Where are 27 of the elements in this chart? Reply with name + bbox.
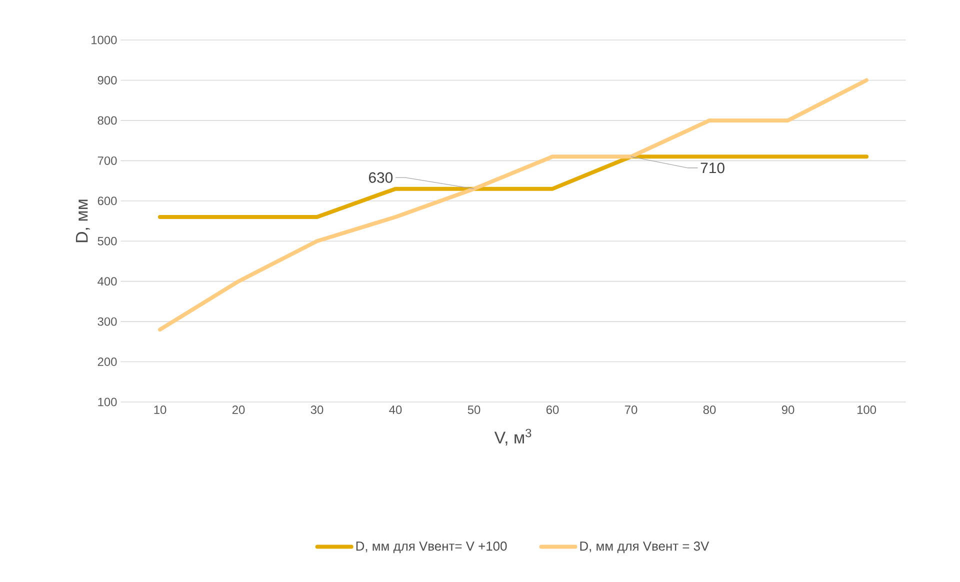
x-tick-label: 10 bbox=[154, 406, 166, 414]
legend-label: D, мм для Vвент = 3V bbox=[580, 542, 710, 554]
x-tick-label: 40 bbox=[389, 406, 402, 414]
y-tick-label: 700 bbox=[98, 156, 117, 165]
y-tick-label: 300 bbox=[98, 317, 117, 326]
legend-label: D, мм для Vвент= V +100 bbox=[356, 542, 507, 554]
annotation: 710 bbox=[700, 162, 724, 174]
x-tick-label: 20 bbox=[232, 406, 245, 414]
x-tick-label: 60 bbox=[546, 406, 559, 414]
x-tick-label: 100 bbox=[857, 406, 876, 414]
y-tick-label: 400 bbox=[98, 277, 117, 286]
y-tick-label: 900 bbox=[98, 76, 117, 84]
y-tick-label: 1000 bbox=[92, 36, 117, 44]
x-tick-label: 30 bbox=[310, 406, 324, 414]
x-axis-title: V, м$^{3}$ bbox=[494, 428, 532, 446]
x-tick-label: 90 bbox=[782, 406, 794, 414]
line-series bbox=[158, 78, 869, 332]
y-tick-label: 800 bbox=[98, 116, 117, 125]
y-tick-label: 600 bbox=[98, 196, 117, 206]
x-tick-label: 80 bbox=[703, 406, 716, 414]
y-tick-label: 500 bbox=[98, 236, 117, 246]
x-tick-label: 70 bbox=[624, 406, 638, 414]
y-tick-label: 200 bbox=[98, 358, 117, 366]
y-tick-label: 100 bbox=[98, 398, 117, 406]
x-tick-label: 50 bbox=[468, 406, 480, 414]
y-axis-title: D, мм bbox=[76, 200, 90, 242]
annotation: 630 bbox=[368, 172, 393, 183]
